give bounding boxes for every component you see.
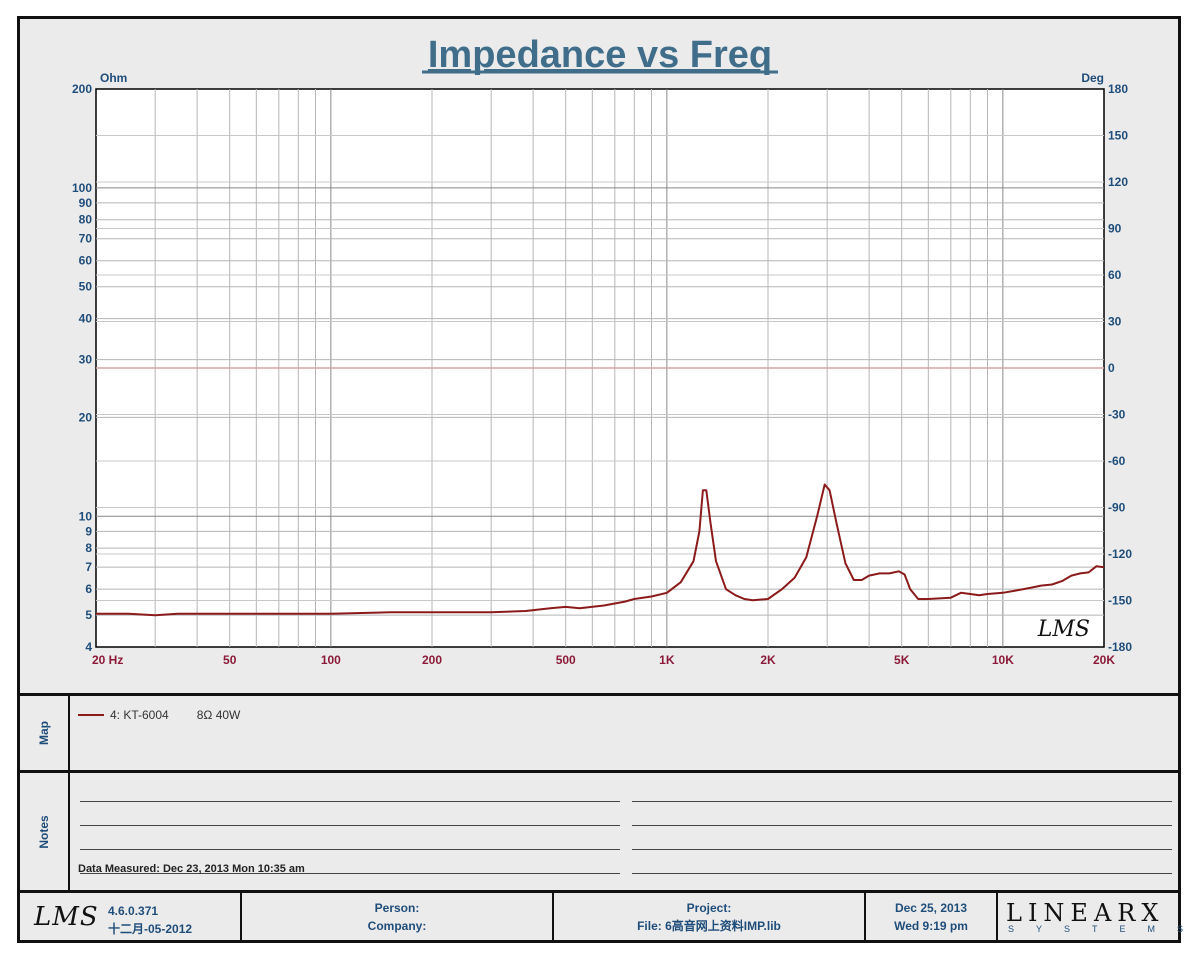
footer-person-cell: Person: Company:	[242, 893, 554, 940]
y2-tick-label: -30	[1108, 408, 1126, 422]
y-tick-label: 90	[79, 196, 93, 210]
lms-watermark: LMS	[1037, 617, 1090, 642]
chart-title: Impedance vs Freq	[428, 34, 772, 76]
y2-tick-label: -120	[1108, 547, 1132, 561]
y-tick-label: 6	[85, 582, 92, 596]
linearx-logo: LINEARX	[1006, 899, 1165, 927]
y-tick-label: 60	[79, 254, 93, 268]
x-tick-label: 5K	[894, 653, 910, 667]
right-axis-unit: Deg	[1081, 71, 1104, 85]
y-tick-label: 70	[79, 232, 93, 246]
y-tick-label: 8	[85, 541, 92, 555]
impedance-line	[96, 483, 1105, 617]
version-info: 4.6.0.371 十二月-05-2012	[108, 902, 192, 938]
lms-logo: LMS	[34, 902, 99, 932]
x-tick-label: 20 Hz	[92, 653, 123, 667]
y-tick-label: 30	[79, 353, 93, 367]
notes-line[interactable]	[80, 801, 620, 802]
notes-line[interactable]	[80, 825, 620, 826]
x-tick-label: 2K	[760, 653, 776, 667]
x-tick-label: 200	[422, 653, 442, 667]
notes-line[interactable]	[80, 873, 620, 874]
y-tick-label: 100	[72, 181, 92, 195]
y-tick-label: 80	[79, 213, 93, 227]
y2-tick-label: -90	[1108, 501, 1126, 515]
legend-entry[interactable]: 4: KT-6004 8Ω 40W	[78, 708, 240, 722]
legend-series-name: 4: KT-6004	[110, 708, 169, 722]
y-tick-label: 10	[79, 509, 93, 523]
notes-line[interactable]	[80, 849, 620, 850]
y2-tick-label: 90	[1108, 222, 1122, 236]
x-tick-label: 100	[321, 653, 341, 667]
footer-version-cell: LMS 4.6.0.371 十二月-05-2012	[20, 893, 242, 940]
notes-line[interactable]	[632, 873, 1172, 874]
notes-label: Notes	[20, 773, 70, 890]
company-label: Company:	[367, 918, 427, 933]
y-tick-label: 7	[85, 560, 92, 574]
version-number: 4.6.0.371	[108, 904, 159, 918]
person-label: Person:	[374, 900, 420, 915]
y-tick-label: 9	[85, 524, 92, 538]
footer-date: Dec 25, 2013	[894, 900, 968, 915]
linearx-systems-text: SYSTEMS	[1008, 924, 1200, 934]
y2-tick-label: 30	[1108, 315, 1122, 329]
project-label: Project:	[686, 900, 732, 915]
y-tick-label: 4	[85, 640, 92, 654]
footer-date-cell: Dec 25, 2013 Wed 9:19 pm	[866, 893, 998, 940]
y-tick-label: 50	[79, 280, 93, 294]
build-date: 十二月-05-2012	[108, 922, 193, 936]
file-label: File: 6高音网上资料IMP.lib	[637, 918, 781, 933]
footer-project-cell: Project: File: 6高音网上资料IMP.lib	[554, 893, 866, 940]
data-measured-text: Data Measured: Dec 23, 2013 Mon 10:35 am	[78, 863, 305, 875]
y2-tick-label: 60	[1108, 268, 1122, 282]
x-tick-label: 50	[223, 653, 237, 667]
notes-line[interactable]	[632, 849, 1172, 850]
footer: LMS 4.6.0.371 十二月-05-2012 Person: Compan…	[17, 893, 1183, 943]
y2-tick-label: 120	[1108, 175, 1128, 189]
left-axis-unit: Ohm	[100, 71, 127, 85]
y2-tick-label: -150	[1108, 594, 1132, 608]
y-tick-label: 5	[85, 608, 92, 622]
x-tick-label: 10K	[992, 653, 1014, 667]
x-tick-label: 20K	[1093, 653, 1115, 667]
y-tick-label: 40	[79, 312, 93, 326]
y-tick-label: 20	[79, 410, 93, 424]
footer-day-time: Wed 9:19 pm	[894, 918, 968, 933]
map-label: Map	[20, 696, 70, 770]
legend-series-spec: 8Ω 40W	[196, 708, 241, 722]
y2-tick-label: 180	[1108, 82, 1128, 96]
x-tick-label: 1K	[659, 653, 675, 667]
notes-line[interactable]	[632, 801, 1172, 802]
y2-tick-label: 150	[1108, 129, 1128, 143]
legend-line-swatch	[78, 714, 104, 716]
y2-tick-label: 0	[1108, 361, 1115, 375]
footer-brand-cell: LINEARX SYSTEMS	[998, 893, 1183, 940]
y2-tick-label: -180	[1108, 640, 1132, 654]
x-tick-label: 500	[556, 653, 576, 667]
y2-tick-label: -60	[1108, 454, 1126, 468]
y-tick-label: 200	[72, 82, 92, 96]
notes-line[interactable]	[632, 825, 1172, 826]
map-panel: Map 4: KT-6004 8Ω 40W	[17, 693, 1181, 773]
notes-panel: Notes Data Measured: Dec 23, 2013 Mon 10…	[17, 773, 1181, 893]
